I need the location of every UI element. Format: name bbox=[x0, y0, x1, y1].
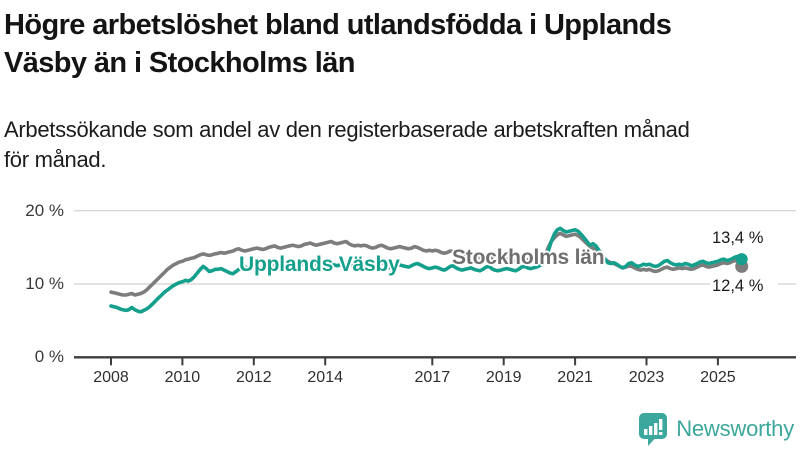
x-tick-label: 2019 bbox=[485, 369, 522, 386]
y-tick-label: 0 % bbox=[34, 347, 64, 367]
y-tick-label: 10 % bbox=[25, 274, 64, 293]
series-label-upplands-vasby: Upplands Väsby bbox=[239, 253, 400, 276]
title-line-2: Väsby än i Stockholms län bbox=[4, 47, 355, 79]
x-tick-label: 2014 bbox=[307, 369, 343, 386]
end-value-label-stockholms-lan: 12,4 % bbox=[710, 276, 778, 297]
page-title: Högre arbetslöshet bland utlandsfödda i … bbox=[4, 6, 796, 82]
x-tick-label: 2012 bbox=[236, 369, 272, 386]
x-tick-label: 2008 bbox=[93, 369, 129, 386]
series-line bbox=[109, 231, 744, 297]
chart-subtitle: Arbetssökande som andel av den registerb… bbox=[4, 115, 796, 175]
subtitle-line-1: Arbetssökande som andel av den registerb… bbox=[4, 117, 690, 142]
x-tick-label: 2021 bbox=[557, 369, 593, 386]
x-tick-label: 2010 bbox=[164, 369, 201, 386]
y-tick-label: 20 % bbox=[25, 200, 64, 220]
newsworthy-logo: Newsworthy bbox=[638, 410, 794, 448]
series-line bbox=[109, 226, 744, 314]
end-value-label-upplands-vasby: 13,4 % bbox=[710, 228, 778, 249]
series-end-dot bbox=[735, 253, 748, 266]
title-line-1: Högre arbetslöshet bland utlandsfödda i … bbox=[4, 9, 672, 41]
bar-chart-speech-bubble-icon bbox=[639, 412, 668, 446]
x-tick-label: 2017 bbox=[414, 369, 451, 386]
x-tick-label: 2025 bbox=[700, 369, 736, 386]
x-tick-label: 2023 bbox=[628, 369, 665, 386]
series-label-stockholms-lan: Stockholms län bbox=[452, 246, 605, 269]
subtitle-line-2: för månad. bbox=[4, 147, 107, 172]
logo-wordmark: Newsworthy bbox=[676, 416, 794, 441]
